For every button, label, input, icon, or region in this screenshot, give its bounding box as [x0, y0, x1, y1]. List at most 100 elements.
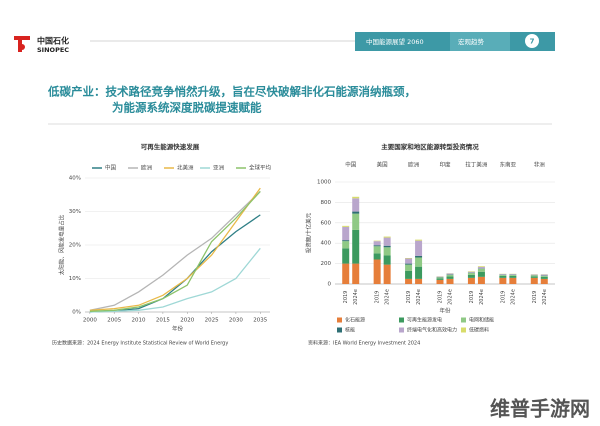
bar-segment — [342, 263, 350, 284]
header-band-section — [450, 32, 510, 51]
bar-segment — [446, 278, 454, 284]
bar-segment — [373, 259, 381, 284]
bar-segment — [477, 268, 485, 272]
bar-segment — [342, 240, 350, 242]
heading-line: 低碳产业：技术路径竞争悄然升级，旨在尽快破解非化石能源消纳瓶颈， — [47, 85, 416, 99]
y-tick-label: 10% — [69, 276, 81, 282]
bar-segment — [467, 272, 475, 275]
series-line — [89, 214, 261, 313]
bar-segment — [477, 276, 485, 284]
legend-label: 低碳燃料 — [469, 327, 489, 334]
bar-segment — [499, 275, 507, 278]
group-label: 欧洲 — [408, 161, 420, 169]
bar-segment — [373, 246, 381, 254]
bar-segment — [373, 253, 381, 260]
chart-title: 主要国家和地区能源转型投资情况 — [381, 142, 479, 151]
legend-swatch — [399, 327, 404, 333]
legend-swatch — [337, 327, 342, 333]
bar-segment — [352, 196, 360, 199]
y-tick-label: 600 — [321, 220, 332, 226]
bar-segment — [373, 240, 381, 242]
bar-segment — [499, 274, 507, 276]
x-tick-label: 2019 — [500, 291, 506, 304]
x-tick-label: 2024e — [385, 289, 391, 305]
y-tick-label: 0 — [328, 282, 332, 288]
x-tick-label: 2024e — [416, 289, 422, 305]
y-tick-label: 30% — [69, 209, 81, 215]
series-line — [89, 187, 261, 311]
bar-segment — [540, 276, 548, 279]
bar-segment — [499, 274, 507, 275]
bar-segment — [383, 236, 391, 238]
bar-segment — [352, 211, 360, 214]
bar-segment — [383, 245, 391, 248]
legend-label: 电网和储能 — [469, 317, 494, 324]
bar-segment — [352, 198, 360, 212]
bar-segment — [446, 274, 454, 277]
group-label: 中国 — [345, 161, 357, 169]
bar-segment — [415, 239, 423, 241]
x-tick-label: 2005 — [107, 318, 121, 324]
legend-swatch — [461, 317, 466, 323]
bar-segment — [342, 248, 350, 264]
y-tick-label: 200 — [321, 261, 332, 267]
bar-segment — [383, 255, 391, 265]
x-tick-label: 2019 — [343, 291, 349, 304]
legend-label: 核能 — [345, 327, 355, 334]
bar-segment — [405, 270, 413, 279]
bar-segment — [415, 257, 423, 267]
x-tick-label: 2024e — [479, 289, 485, 305]
bar-segment — [477, 266, 485, 269]
bar-segment — [383, 247, 391, 256]
legend-label: 亚洲 — [213, 165, 225, 172]
page-badge — [525, 34, 539, 48]
bar-segment — [436, 276, 444, 278]
x-tick-label: 2019 — [469, 291, 475, 304]
source-note: 历史数据来源：2024 Energy Institute Statistical… — [52, 340, 228, 347]
bar-segment — [530, 277, 538, 284]
group-label: 非洲 — [534, 161, 546, 169]
bar-segment — [446, 274, 454, 275]
legend-swatch — [399, 317, 404, 323]
bar-segment — [530, 275, 538, 277]
heading-line: 为能源系统深度脱碳提速赋能 — [112, 101, 262, 115]
bar-segment — [352, 229, 360, 264]
bar-segment — [446, 276, 454, 279]
bar-segment — [405, 257, 413, 259]
bar-segment — [436, 279, 444, 284]
bar-segment — [467, 271, 475, 273]
x-tick-label: 2019 — [375, 291, 381, 304]
y-tick-label: 0% — [72, 310, 81, 316]
bar-segment — [477, 271, 485, 277]
bar-segment — [405, 263, 413, 265]
bar-segment — [509, 274, 517, 275]
bar-segment — [415, 266, 423, 279]
bar-segment — [373, 245, 381, 247]
series-line — [89, 247, 261, 313]
bar-segment — [373, 241, 381, 246]
bar-segment — [467, 271, 475, 272]
bar-segment — [446, 273, 454, 275]
source-note: 资料来源：IEA World Energy Investment 2024 — [308, 340, 420, 347]
legend-label: 终端电气化和高效电力 — [407, 327, 457, 334]
legend-label: 可再生能源发电 — [407, 317, 442, 324]
group-label: 印度 — [439, 161, 451, 169]
logo-dot — [19, 44, 25, 50]
y-tick-label: 400 — [321, 241, 332, 247]
legend-label: 北美洲 — [177, 164, 194, 172]
header-section: 宏观趋势 — [458, 37, 485, 46]
x-tick-label: 2019 — [532, 291, 538, 304]
logo-cn: 中国石化 — [37, 36, 69, 46]
x-tick-label: 2024e — [448, 289, 454, 305]
x-tick-label: 2030 — [229, 318, 243, 324]
y-tick-label: 40% — [69, 176, 81, 182]
legend-swatch — [461, 327, 466, 333]
group-label: 东南亚 — [500, 161, 517, 169]
x-tick-label: 2024e — [542, 289, 548, 305]
series-line — [89, 190, 261, 311]
bar-segment — [436, 277, 444, 279]
bar-segment — [342, 225, 350, 227]
x-tick-label: 2015 — [156, 318, 170, 324]
